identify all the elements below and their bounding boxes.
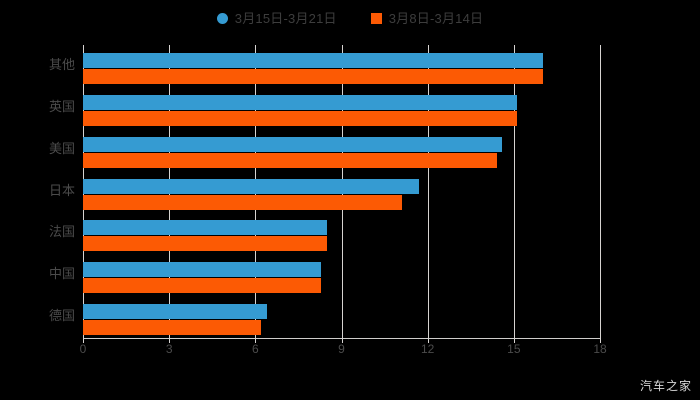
gridline-15 <box>513 45 515 338</box>
x-tick-label-12: 12 <box>420 342 435 356</box>
x-tick-label-18: 18 <box>593 342 607 356</box>
y-axis-label-1: 英国 <box>48 98 75 114</box>
x-tick-9 <box>341 338 343 343</box>
x-tick-12 <box>427 338 429 343</box>
legend-dot-icon <box>216 12 228 24</box>
y-axis-label-4: 法国 <box>48 224 75 240</box>
bar-group <box>83 94 600 135</box>
legend-item-series-b[interactable]: 3月8日-3月14日 <box>370 10 484 26</box>
gridline-18 <box>600 45 601 338</box>
bar-series-b[interactable] <box>83 320 262 336</box>
chart-legend: 3月15日-3月21日 3月8日-3月14日 <box>0 6 700 30</box>
y-axis-label-6: 德国 <box>48 308 75 324</box>
legend-square-icon <box>370 12 382 24</box>
bar-series-b[interactable] <box>83 152 497 168</box>
bar-series-a[interactable] <box>83 262 322 278</box>
x-tick-15 <box>513 338 515 343</box>
x-tick-label-3: 3 <box>165 342 173 356</box>
legend-label-series-a: 3月15日-3月21日 <box>234 10 337 26</box>
bar-group <box>83 304 600 344</box>
y-axis-label-5: 中国 <box>48 266 75 282</box>
bar-series-a[interactable] <box>83 220 328 236</box>
legend-label-series-b: 3月8日-3月14日 <box>388 10 484 26</box>
x-tick-label-0: 0 <box>79 342 87 356</box>
x-tick-label-9: 9 <box>338 342 345 356</box>
bar-series-b[interactable] <box>83 110 517 126</box>
bar-series-b[interactable] <box>83 278 322 294</box>
bar-series-a[interactable] <box>83 94 517 110</box>
bar-series-a[interactable] <box>83 304 267 320</box>
bar-group <box>83 136 600 177</box>
x-tick-label-6: 6 <box>251 342 259 356</box>
bar-group <box>83 52 600 93</box>
bar-series-b[interactable] <box>83 68 543 84</box>
x-tick-18 <box>600 338 601 343</box>
x-tick-6 <box>255 338 257 343</box>
bar-group <box>83 262 600 302</box>
y-axis-category-labels: 其他英国美国日本法国中国德国 <box>0 45 75 338</box>
legend-item-series-a[interactable]: 3月15日-3月21日 <box>216 10 337 26</box>
bar-series-a[interactable] <box>83 52 543 68</box>
x-tick-0 <box>83 338 84 343</box>
bar-series-b[interactable] <box>83 194 402 210</box>
bar-series-a[interactable] <box>83 136 503 152</box>
bar-series-a[interactable] <box>83 178 420 194</box>
plot-area <box>83 45 601 338</box>
x-tick-label-15: 15 <box>507 342 521 356</box>
x-tick-3 <box>169 338 171 343</box>
y-axis-label-2: 美国 <box>48 140 75 156</box>
y-axis-label-0: 其他 <box>48 56 75 72</box>
gridline-12 <box>427 45 429 338</box>
bar-series-b[interactable] <box>83 236 328 252</box>
watermark: 汽车之家 <box>639 379 692 393</box>
y-axis-label-3: 日本 <box>48 182 75 198</box>
bar-group <box>83 220 600 260</box>
bar-group <box>83 178 600 219</box>
